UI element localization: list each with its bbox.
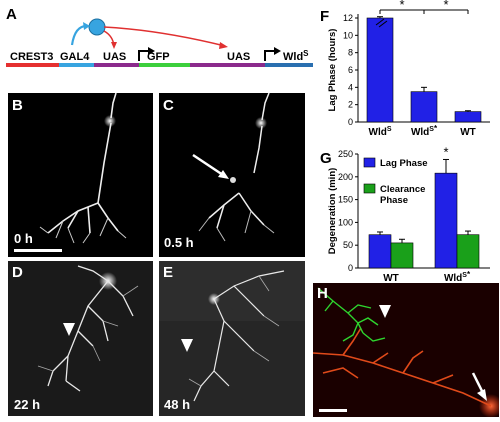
chart-g-category-label: WT bbox=[383, 273, 399, 282]
time-label-c: 0.5 h bbox=[164, 235, 194, 250]
label-gal4: GAL4 bbox=[60, 51, 90, 63]
label-wlds: WldS bbox=[283, 49, 309, 63]
chart-g-ytick-label: 200 bbox=[338, 172, 353, 182]
chart-f-ytick-label: 10 bbox=[343, 30, 353, 40]
chart-g-legend-label: Clearance Phase bbox=[380, 184, 425, 206]
panel-label-c: C bbox=[163, 97, 174, 114]
chart-g-legend-label: Lag Phase bbox=[380, 158, 428, 169]
segment-uas-1 bbox=[94, 63, 139, 67]
segment-wlds bbox=[265, 63, 313, 67]
construct-diagram: CREST3 GAL4 UAS GFP UAS WldS bbox=[6, 18, 313, 67]
micrograph-h: H bbox=[313, 283, 499, 417]
chart-g-legend-swatch bbox=[363, 183, 376, 194]
chart-f-ytick-label: 4 bbox=[348, 82, 353, 92]
chart-f-category-label: WldS bbox=[369, 126, 392, 138]
gal4-protein-icon bbox=[88, 18, 106, 36]
arrowhead-e-icon bbox=[181, 339, 193, 352]
chart-g-ylabel: Degeneration (min) bbox=[327, 168, 338, 255]
label-uas-1: UAS bbox=[103, 51, 126, 63]
promoter-arrow-2 bbox=[264, 50, 276, 61]
panel-label-e: E bbox=[163, 264, 174, 281]
chart-f-sig-star: * bbox=[443, 0, 448, 12]
uas-activation-arrow-2 bbox=[103, 26, 226, 47]
chart-g-bar bbox=[434, 172, 458, 269]
label-crest3: CREST3 bbox=[10, 51, 53, 63]
segment-crest3 bbox=[6, 63, 59, 67]
arrowhead-h-icon bbox=[379, 305, 391, 318]
chart-f-sig-star: * bbox=[399, 0, 404, 12]
panel-label-a: A bbox=[6, 6, 17, 23]
chart-f: 0 2 4 6 8 10 12 Lag Phase (hours) WldS WldS* WT * * bbox=[327, 0, 490, 138]
time-label-e: 48 h bbox=[164, 397, 191, 412]
label-gfp: GFP bbox=[147, 51, 170, 63]
chart-f-category-label: WT bbox=[460, 127, 476, 138]
chart-f-break-mark bbox=[375, 18, 385, 26]
chart-f-ytick-label: 8 bbox=[348, 48, 353, 58]
panel-label-f: F bbox=[320, 8, 330, 25]
micrograph-b: B 0 h bbox=[8, 93, 153, 257]
chart-g-ytick-label: 50 bbox=[343, 240, 353, 250]
micrograph-d: D 22 h bbox=[8, 261, 153, 416]
panel-label-d: D bbox=[12, 264, 23, 281]
chart-f-bar bbox=[454, 111, 482, 123]
panel-label-h: H bbox=[317, 285, 328, 302]
chart-g-bar bbox=[390, 242, 414, 269]
segment-gfp bbox=[139, 63, 190, 67]
arrow-h-icon bbox=[471, 372, 487, 401]
micrograph-e: E 48 h bbox=[159, 261, 305, 416]
arrow-c-icon bbox=[192, 153, 229, 179]
chart-g-ytick-label: 0 bbox=[348, 263, 353, 273]
time-label-d: 22 h bbox=[14, 397, 41, 412]
chart-f-bar bbox=[410, 91, 438, 123]
time-label-b: 0 h bbox=[14, 231, 33, 246]
label-uas-2: UAS bbox=[227, 51, 250, 63]
chart-g-category-label: WldS* bbox=[444, 270, 471, 282]
arrowhead-d-icon bbox=[63, 323, 75, 336]
chart-g-bar bbox=[456, 234, 480, 269]
chart-f-ytick-label: 0 bbox=[348, 117, 353, 127]
chart-f-ytick-label: 6 bbox=[348, 65, 353, 75]
micrograph-c: C 0.5 h bbox=[159, 93, 305, 257]
chart-f-ytick-label: 2 bbox=[348, 100, 353, 110]
scale-bar-h bbox=[319, 409, 347, 412]
chart-f-ylabel: Lag Phase (hours) bbox=[327, 29, 338, 112]
chart-g-ytick-label: 100 bbox=[338, 217, 353, 227]
chart-f-category-label: WldS* bbox=[411, 124, 438, 138]
panel-label-b: B bbox=[12, 97, 23, 114]
chart-g-legend-swatch bbox=[363, 157, 376, 168]
panel-label-g: G bbox=[320, 150, 332, 167]
chart-g-sig-star: * bbox=[443, 144, 448, 159]
scale-bar-b bbox=[14, 249, 62, 252]
segment-uas-2 bbox=[190, 63, 265, 67]
chart-g-bar bbox=[368, 234, 392, 269]
promoter-arrow-1 bbox=[138, 50, 150, 61]
chart-f-ytick-label: 12 bbox=[343, 13, 353, 23]
chart-f-break-mark bbox=[378, 20, 388, 28]
chart-f-bar bbox=[366, 17, 394, 123]
segment-gal4 bbox=[59, 63, 94, 67]
chart-g-ytick-label: 150 bbox=[338, 195, 353, 205]
chart-g-ytick-label: 250 bbox=[338, 149, 353, 159]
